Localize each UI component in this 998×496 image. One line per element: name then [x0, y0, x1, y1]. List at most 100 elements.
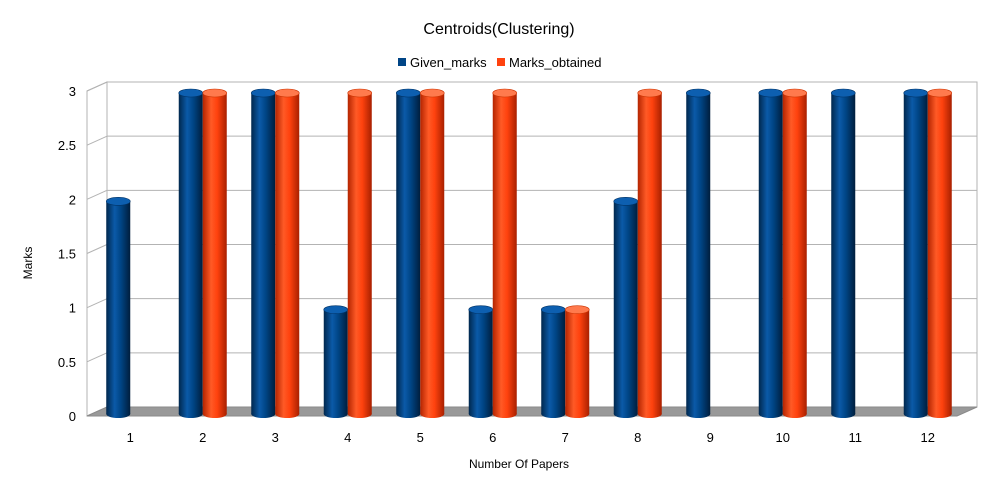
bar-base — [903, 410, 928, 418]
bar-body — [275, 93, 300, 414]
bar-marks-obtained-3 — [274, 88, 300, 418]
bar-given-marks-2 — [178, 88, 204, 418]
gridline-side — [86, 298, 108, 309]
bar-cap — [202, 88, 228, 98]
bar-body — [468, 309, 493, 414]
bar-base — [468, 410, 493, 418]
x-tick-label: 3 — [272, 430, 279, 445]
bar-body — [758, 93, 783, 414]
gridline-side — [86, 244, 108, 254]
bar-cap — [323, 305, 349, 314]
bar-base — [420, 410, 445, 418]
bar-given-marks-12 — [903, 88, 929, 418]
x-axis-title: Number Of Papers — [469, 457, 569, 471]
bar-given-marks-5 — [395, 88, 421, 418]
y-tick-label: 1 — [69, 301, 76, 316]
bar-cap — [782, 88, 808, 98]
bar-marks-obtained-10 — [782, 88, 808, 418]
bar-cap — [395, 88, 421, 98]
bar-cap — [927, 88, 953, 98]
bar-base — [251, 410, 276, 418]
bar-cap — [903, 88, 929, 98]
bar-cap — [685, 88, 711, 98]
bar-base — [758, 410, 783, 418]
bar-base — [541, 410, 566, 418]
bar-body — [420, 93, 445, 414]
bar-given-marks-7 — [540, 305, 566, 418]
bar-base — [106, 410, 131, 418]
bar-base — [686, 410, 711, 418]
bar-body — [613, 201, 638, 414]
bar-base — [613, 410, 638, 418]
bar-given-marks-10 — [758, 88, 784, 418]
bar-cap — [564, 305, 590, 314]
y-axis-title: Marks — [21, 247, 35, 280]
bar-base — [565, 410, 590, 418]
bar-cap — [637, 88, 663, 98]
bar-cap — [468, 305, 494, 314]
x-tick-label: 5 — [417, 430, 424, 445]
gridline-side — [86, 189, 108, 200]
x-tick-label: 8 — [634, 430, 641, 445]
bar-given-marks-4 — [323, 305, 349, 418]
gridline-side — [86, 135, 108, 146]
bar-cap — [492, 88, 518, 98]
bar-marks-obtained-12 — [927, 88, 953, 418]
bar-body — [106, 201, 131, 414]
y-tick-label: 0 — [69, 409, 76, 424]
bar-base — [347, 410, 372, 418]
bar-base — [323, 410, 348, 418]
bar-marks-obtained-6 — [492, 88, 518, 418]
bar-given-marks-11 — [830, 88, 856, 418]
x-tick-label: 6 — [489, 430, 496, 445]
legend-swatch-marks-obtained — [497, 58, 505, 66]
gridline-side — [86, 352, 108, 363]
bar-cap — [105, 197, 131, 206]
bar-base — [396, 410, 421, 418]
bar-body — [686, 93, 711, 414]
legend-label-marks-obtained: Marks_obtained — [509, 55, 602, 70]
bar-cap — [347, 88, 373, 98]
bar-body — [565, 309, 590, 414]
legend: Given_marks Marks_obtained — [398, 55, 602, 70]
bar-base — [782, 410, 807, 418]
bar-given-marks-9 — [685, 88, 711, 418]
bars — [105, 88, 953, 418]
bar-base — [492, 410, 517, 418]
x-tick-label: 7 — [562, 430, 569, 445]
bar-body — [396, 93, 421, 414]
bar-body — [541, 309, 566, 414]
bar-base — [202, 410, 227, 418]
bar-given-marks-1 — [105, 197, 131, 418]
bar-marks-obtained-2 — [202, 88, 228, 418]
x-tick-label: 11 — [849, 430, 863, 445]
bar-body — [251, 93, 276, 414]
bar-body — [903, 93, 928, 414]
bar-base — [831, 410, 856, 418]
x-tick-label: 2 — [199, 430, 206, 445]
bar-cap — [830, 88, 856, 98]
bar-base — [637, 410, 662, 418]
x-axis-tick-labels: 1 2 3 4 5 6 7 8 9 10 11 12 — [127, 430, 935, 445]
bar-marks-obtained-7 — [564, 305, 590, 418]
chart-title: Centroids(Clustering) — [423, 21, 574, 38]
x-tick-label: 12 — [921, 430, 935, 445]
bar-marks-obtained-8 — [637, 88, 663, 418]
x-tick-label: 4 — [344, 430, 351, 445]
bar-given-marks-6 — [468, 305, 494, 418]
bar-cap — [178, 88, 204, 98]
bar-body — [347, 93, 372, 414]
bar-cap — [250, 88, 276, 98]
y-tick-label: 2.5 — [58, 138, 76, 153]
x-tick-label: 9 — [707, 430, 714, 445]
y-tick-label: 2 — [69, 192, 76, 207]
bar-body — [492, 93, 517, 414]
bar-given-marks-8 — [613, 197, 639, 418]
legend-swatch-given-marks — [398, 58, 406, 66]
legend-label-given-marks: Given_marks — [410, 55, 487, 70]
x-tick-label: 1 — [127, 430, 134, 445]
bar-base — [178, 410, 203, 418]
bar-cap — [274, 88, 300, 98]
